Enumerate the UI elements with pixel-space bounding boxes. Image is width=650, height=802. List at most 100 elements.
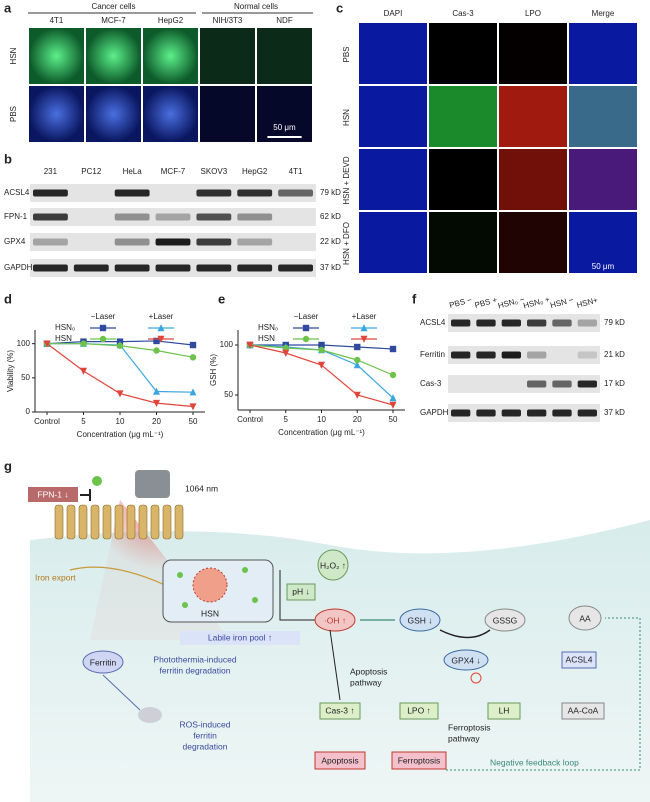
legend-marker (360, 324, 368, 332)
laser-device (135, 470, 170, 498)
panel-label: b (4, 151, 12, 166)
apoptosis-label: Apoptosis (321, 755, 358, 765)
band (501, 409, 521, 417)
cas3-label: Cas-3 ↑ (325, 705, 354, 715)
y-tick-label: 50 (224, 390, 233, 399)
gsh-node (399, 608, 441, 632)
size-label: 79 kD (320, 188, 341, 197)
size-label: 21 kD (604, 350, 625, 359)
micrograph (429, 23, 497, 84)
h2o2-node (317, 549, 349, 581)
point (389, 371, 397, 379)
photo-label: Photothermia-induced (153, 654, 236, 664)
hsn-label: HSN (201, 608, 219, 618)
column-label: HepG2 (158, 16, 184, 25)
micrograph (359, 149, 427, 210)
legend-marker (99, 324, 107, 332)
band (552, 319, 572, 327)
lane-label: PBS + (474, 295, 499, 310)
oh-label: ·OH ↑ (324, 615, 346, 625)
column-label: MCF-7 (101, 16, 126, 25)
apoptosis-pathway-label: pathway (350, 677, 382, 687)
protein-label: Cas-3 (420, 379, 442, 388)
micrograph (29, 28, 84, 84)
micrograph (499, 149, 567, 210)
point (246, 341, 254, 349)
size-label: 79 kD (604, 318, 625, 327)
protein-label: GPX4 (4, 237, 26, 246)
point (353, 391, 361, 399)
band (527, 351, 547, 359)
y-tick-label: 100 (17, 339, 31, 348)
laser-label: 1064 nm (185, 483, 218, 493)
y-axis-label: Viability (%) (6, 350, 15, 392)
point (282, 349, 290, 357)
point (153, 337, 160, 345)
blot-strip (30, 208, 316, 226)
point (354, 356, 361, 364)
column-label: DAPI (384, 9, 403, 18)
point (116, 390, 124, 398)
micrograph (359, 86, 427, 147)
point (354, 343, 361, 351)
lane-label: SKOV3 (201, 167, 228, 176)
row-label: HSN + DFO (342, 222, 351, 265)
legend-marker (360, 335, 368, 343)
band (33, 238, 68, 246)
y-axis-label: GSH (%) (209, 354, 218, 386)
legend-row: HSN₀ (258, 323, 278, 332)
blot-strip (448, 375, 600, 393)
micrograph (143, 28, 198, 84)
legend-row: HSN (55, 334, 72, 343)
apoptosis-node (314, 751, 366, 770)
ph-label: pH ↓ (292, 586, 309, 596)
ferritin-node (82, 650, 124, 674)
legend-marker (157, 324, 165, 332)
band (451, 319, 471, 327)
band (155, 238, 191, 246)
band (527, 380, 547, 388)
band (577, 319, 597, 327)
group-label: Normal cells (234, 2, 278, 11)
acsl4-node (561, 651, 597, 669)
band (476, 409, 496, 417)
band (196, 238, 232, 246)
scale-label: 50 μm (592, 262, 615, 271)
micrograph (499, 23, 567, 84)
lpo-label: LPO ↑ (407, 705, 431, 715)
micrograph (429, 149, 497, 210)
fpn-label: FPN-1 ↓ (37, 489, 68, 499)
point (116, 342, 124, 349)
series-line (47, 343, 194, 393)
arrow (102, 674, 141, 711)
panel-label: f (412, 291, 417, 306)
x-tick-label: Control (34, 417, 60, 426)
protein-label: GAPDH (420, 408, 449, 417)
micrograph (200, 86, 255, 142)
column-label: NIH/3T3 (213, 16, 243, 25)
point (353, 361, 361, 369)
legend-header: −Laser (91, 312, 116, 321)
point (153, 347, 160, 354)
point (189, 341, 197, 349)
protein-label: ACSL4 (4, 188, 30, 197)
feedback-arrow (446, 617, 641, 771)
h2o2-label: H₂O₂ ↑ (320, 560, 346, 570)
x-tick-label: 20 (152, 417, 161, 426)
lane-label: HSN₀ − (497, 295, 526, 311)
scale-label: 50 μm (273, 123, 296, 132)
lane-label: HepG2 (242, 167, 268, 176)
point (43, 340, 51, 348)
mechanism-diagram: FPN-1 ↓ 1064 nm Iron export HSN H₂O₂ ↑ p… (28, 470, 650, 802)
band (155, 264, 191, 272)
band (451, 351, 471, 359)
ferritin-label: Ferritin (90, 657, 117, 667)
row-label: PBS (342, 46, 351, 62)
legend-marker (157, 335, 165, 343)
band (114, 189, 150, 197)
blot-strip (448, 404, 600, 422)
x-tick-label: 10 (317, 415, 326, 424)
micrograph (569, 212, 637, 273)
lane-label: 4T1 (289, 167, 303, 176)
